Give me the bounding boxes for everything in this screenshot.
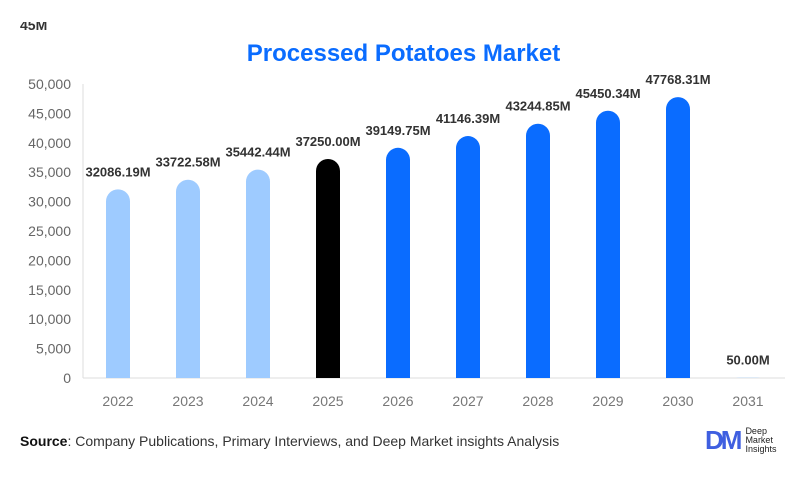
data-label: 41146.39M bbox=[436, 111, 500, 126]
x-tick-label: 2031 bbox=[732, 393, 763, 409]
data-label: 50.00M bbox=[726, 353, 769, 368]
y-tick-label: 20,000 bbox=[28, 252, 71, 268]
data-label: 43244.85M bbox=[505, 99, 570, 114]
bar-2022 bbox=[106, 189, 130, 378]
y-tick-label: 40,000 bbox=[28, 135, 71, 151]
data-label: 45450.34M bbox=[575, 86, 640, 101]
x-tick-label: 2029 bbox=[592, 393, 623, 409]
data-label: 33722.58M bbox=[155, 155, 220, 170]
bar-chart: 0 5,000 10,000 15,000 20,000 25,000 30,000 35,0… bbox=[28, 72, 785, 409]
data-label: 35442.44M bbox=[225, 145, 290, 160]
x-tick-label: 2025 bbox=[312, 393, 343, 409]
y-tick-label: 10,000 bbox=[28, 311, 71, 327]
bar-2027 bbox=[456, 136, 480, 378]
x-tick-label: 2022 bbox=[102, 393, 133, 409]
logo-mark: DM bbox=[705, 425, 742, 455]
y-tick-label: 35,000 bbox=[28, 164, 71, 180]
y-tick-label: 30,000 bbox=[28, 194, 71, 210]
data-label: 32086.19M bbox=[85, 164, 150, 179]
bar-2024 bbox=[246, 169, 270, 378]
y-tick-label: 50,000 bbox=[28, 76, 71, 92]
bar-2023 bbox=[176, 179, 200, 378]
bar-2026 bbox=[386, 147, 410, 378]
bar-2025 bbox=[316, 158, 340, 378]
bar-2030 bbox=[666, 97, 690, 378]
x-tick-label: 2028 bbox=[522, 393, 553, 409]
bar-2029 bbox=[596, 110, 620, 378]
y-tick-label: 0 bbox=[63, 370, 71, 386]
y-tick-label: 15,000 bbox=[28, 282, 71, 298]
logo-text: Deep Market Insights bbox=[745, 426, 777, 454]
data-label: 37250.00M bbox=[295, 134, 360, 149]
source-note: Source: Company Publications, Primary In… bbox=[20, 433, 560, 449]
data-label: 39149.75M bbox=[365, 123, 430, 138]
clipped-data-label: 45M bbox=[20, 22, 48, 30]
chart-title: Processed Potatoes Market bbox=[246, 40, 561, 67]
data-label: 47768.31M bbox=[645, 72, 710, 87]
x-tick-label: 2027 bbox=[452, 393, 483, 409]
x-tick-label: 2024 bbox=[242, 393, 273, 409]
y-tick-label: 5,000 bbox=[36, 341, 71, 357]
y-tick-label: 45,000 bbox=[28, 105, 71, 121]
bar-2028 bbox=[526, 123, 550, 378]
y-tick-label: 25,000 bbox=[28, 223, 71, 239]
x-tick-label: 2030 bbox=[662, 393, 693, 409]
x-tick-label: 2026 bbox=[382, 393, 413, 409]
logo: DM Deep Market Insights bbox=[705, 425, 776, 456]
x-tick-label: 2023 bbox=[172, 393, 203, 409]
